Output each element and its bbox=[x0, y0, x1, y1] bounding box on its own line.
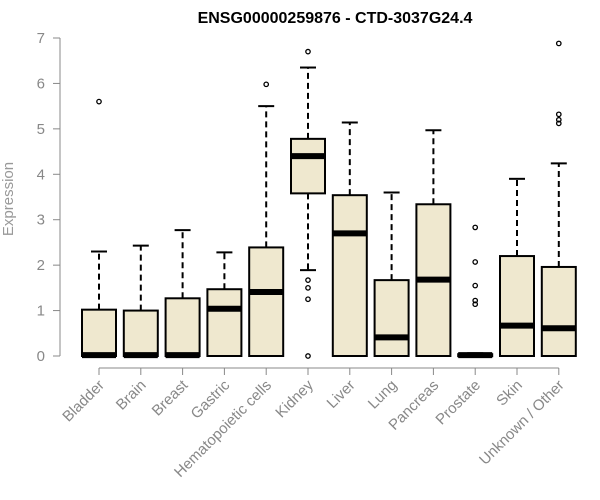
outlier-point bbox=[472, 259, 479, 265]
box-group bbox=[457, 224, 494, 359]
box-group bbox=[499, 177, 535, 357]
x-tick-label: Skin bbox=[493, 377, 526, 410]
outlier-point bbox=[305, 48, 311, 55]
y-tick-label: 7 bbox=[37, 30, 45, 47]
outlier-point bbox=[472, 297, 479, 304]
outlier-point bbox=[305, 277, 311, 283]
box-iqr bbox=[122, 309, 159, 358]
box-group bbox=[122, 244, 159, 359]
box-group bbox=[373, 191, 410, 357]
box-group bbox=[331, 121, 368, 357]
box-iqr bbox=[331, 194, 368, 357]
y-tick-label: 1 bbox=[37, 303, 45, 320]
y-axis: 0 1 2 3 4 5 6 7 bbox=[37, 30, 61, 365]
y-tick-label: 2 bbox=[37, 257, 45, 274]
y-tick-label: 6 bbox=[37, 75, 45, 92]
outlier-point bbox=[263, 81, 270, 88]
box-iqr bbox=[290, 137, 326, 195]
outlier-point bbox=[472, 301, 479, 308]
boxes-layer bbox=[81, 40, 577, 359]
outlier-point bbox=[305, 285, 311, 291]
box-group bbox=[540, 40, 577, 357]
outlier-point bbox=[555, 111, 562, 118]
box-iqr bbox=[540, 265, 577, 357]
outlier-point bbox=[555, 120, 562, 127]
y-tick-label: 0 bbox=[37, 348, 45, 365]
box-iqr bbox=[248, 246, 285, 358]
outlier-point bbox=[472, 224, 479, 231]
box-iqr bbox=[206, 288, 243, 357]
x-tick-label: Lung bbox=[365, 377, 401, 413]
box-group bbox=[415, 129, 452, 357]
chart-title: ENSG00000259876 - CTD-3037G24.4 bbox=[198, 10, 473, 27]
box-iqr bbox=[499, 255, 535, 357]
x-tick-label: Breast bbox=[149, 376, 192, 419]
outlier-point bbox=[555, 116, 562, 123]
box-group bbox=[206, 251, 243, 357]
outlier-point bbox=[472, 282, 479, 289]
x-tick-label: Kidney bbox=[272, 376, 317, 421]
y-tick-label: 5 bbox=[37, 121, 45, 138]
y-axis-label: Expression bbox=[0, 162, 17, 236]
box-group bbox=[290, 48, 326, 359]
outlier-point bbox=[96, 98, 102, 105]
box-group bbox=[248, 81, 285, 358]
box-iqr bbox=[373, 279, 410, 357]
box-iqr bbox=[164, 297, 201, 358]
outlier-point bbox=[305, 353, 311, 359]
y-tick-label: 4 bbox=[37, 166, 45, 183]
box-iqr bbox=[81, 308, 117, 358]
y-tick-label: 3 bbox=[37, 212, 45, 229]
outlier-point bbox=[555, 40, 562, 47]
box-group bbox=[164, 229, 201, 359]
x-tick-label: Prostate bbox=[432, 377, 484, 429]
box-group bbox=[81, 98, 117, 359]
outlier-point bbox=[305, 296, 311, 303]
x-tick-label: Liver bbox=[324, 377, 359, 412]
x-tick-label: Brain bbox=[113, 377, 150, 414]
x-tick-label: Bladder bbox=[59, 377, 108, 426]
